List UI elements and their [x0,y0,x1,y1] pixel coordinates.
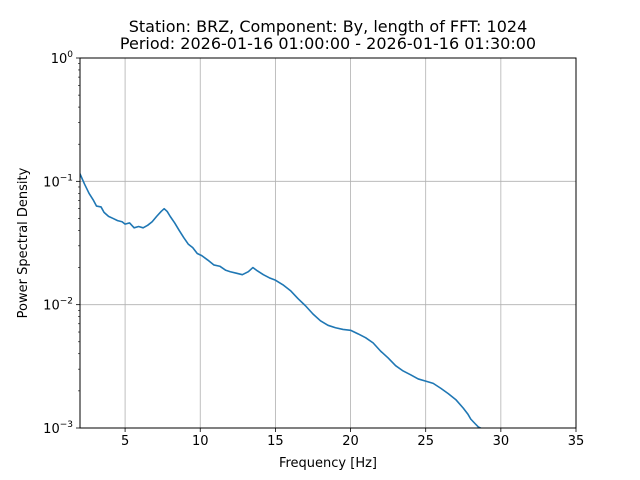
x-tick-label: 15 [267,434,284,449]
series-layer [80,173,483,428]
y-tick-base: 10 [43,299,60,314]
y-tick-exponent: −1 [60,173,73,183]
x-axis-label: Frequency [Hz] [279,456,377,471]
x-tick-label: 35 [568,434,585,449]
x-tick-label: 30 [493,434,510,449]
x-tick-label: 25 [417,434,434,449]
y-tick-exponent: −3 [60,420,73,430]
x-tick-label: 10 [192,434,209,449]
y-tick-exponent: 0 [67,50,73,60]
y-tick-label: 100 [51,50,74,67]
x-tick-label: 20 [342,434,359,449]
y-tick-base: 10 [51,52,68,67]
psd-series-line [80,173,483,428]
x-tick-label: 5 [121,434,129,449]
y-tick-base: 10 [43,422,60,437]
plot-frame [79,57,577,429]
y-axis-label: Power Spectral Density [16,167,31,318]
y-tick-label: 10−3 [43,420,73,437]
y-tick-exponent: −2 [60,297,73,307]
x-axis-ticks: 5 10 15 20 25 30 35 [121,428,584,449]
y-tick-base: 10 [43,175,60,190]
y-tick-label: 10−2 [43,297,73,314]
chart-subtitle: Period: 2026-01-16 01:00:00 - 2026-01-16… [120,34,536,53]
chart-title: Station: BRZ, Component: By, length of F… [129,17,528,36]
y-tick-label: 10−1 [43,173,73,190]
